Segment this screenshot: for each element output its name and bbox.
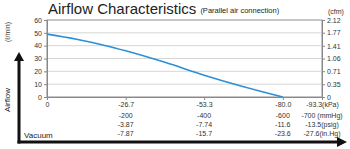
series-line bbox=[47, 34, 283, 97]
tick-label: -80.0 bbox=[275, 101, 291, 108]
tick-label: -53.3 bbox=[197, 101, 213, 108]
arrow-head bbox=[14, 52, 24, 61]
tick-label: -93.3(kPa) bbox=[306, 101, 339, 109]
tick-mark bbox=[283, 97, 284, 100]
tick: 40 bbox=[34, 42, 47, 49]
tick: 0.71 bbox=[322, 68, 341, 75]
tick: 50 bbox=[34, 30, 47, 37]
tick-label: 1.77 bbox=[327, 29, 341, 36]
tick-label: 30 bbox=[34, 55, 42, 62]
tick: -80.0 bbox=[275, 97, 291, 108]
grid-line bbox=[47, 32, 322, 33]
plot-frame bbox=[47, 20, 322, 97]
grid-line bbox=[47, 20, 322, 21]
tick-label: 1.41 bbox=[327, 43, 341, 50]
tick: 10 bbox=[34, 81, 47, 88]
tick: 0 bbox=[38, 94, 47, 101]
tick: 1.41 bbox=[322, 43, 341, 50]
grid bbox=[47, 20, 322, 97]
tick-label: -13.5(psig) bbox=[305, 121, 338, 129]
plot-area bbox=[47, 34, 283, 97]
tick-label: 1.06 bbox=[327, 55, 341, 62]
tick: 30 bbox=[34, 55, 47, 62]
axis-line bbox=[323, 21, 326, 98]
tick-label: 20 bbox=[34, 68, 42, 75]
tick-label: 0 bbox=[327, 94, 331, 101]
tick-label: -400 bbox=[197, 112, 211, 119]
axis-line bbox=[44, 21, 48, 98]
axis-title: Vacuum bbox=[24, 131, 53, 140]
tick-mark bbox=[204, 97, 205, 100]
tick-mark bbox=[126, 97, 127, 100]
axis-line bbox=[48, 98, 323, 101]
y-axis: 0 10 20 30 40 50 60 bbox=[34, 17, 47, 101]
tick-mark bbox=[322, 84, 325, 85]
tick-mark bbox=[322, 97, 323, 100]
tick-label: -600 bbox=[276, 112, 290, 119]
tick-label: 0.71 bbox=[327, 68, 341, 75]
tick-label: -27.6(in.Hg) bbox=[304, 130, 341, 138]
tick-label: 2.12 bbox=[327, 17, 341, 24]
tick-mark bbox=[44, 59, 47, 60]
tick-mark bbox=[322, 33, 325, 34]
axis-arrow bbox=[18, 60, 21, 144]
tick: 20 bbox=[34, 68, 47, 75]
tick-mark bbox=[322, 59, 325, 60]
tick-label: 10 bbox=[34, 81, 42, 88]
tick-label: -23.6 bbox=[275, 130, 291, 137]
tick: 1.77 bbox=[322, 29, 341, 36]
tick: 60 bbox=[34, 17, 47, 24]
axis-title: Airflow bbox=[3, 88, 12, 112]
tick-label: -7.74 bbox=[196, 121, 212, 128]
tick-label: -3.87 bbox=[118, 121, 134, 128]
subtitle: (Parallel air connection) bbox=[200, 6, 279, 15]
grid-line bbox=[47, 84, 322, 85]
grid-line bbox=[47, 58, 322, 59]
tick-label: 0 bbox=[46, 101, 50, 108]
tick-mark bbox=[322, 20, 325, 21]
tick-label: -26.7 bbox=[118, 101, 134, 108]
tick-mark bbox=[44, 71, 47, 72]
axis-unit: (ℓ/min) bbox=[4, 22, 12, 42]
tick-mark bbox=[44, 20, 47, 21]
tick-mark bbox=[44, 46, 47, 47]
tick: 0.35 bbox=[322, 81, 341, 88]
title: Airflow Characteristics bbox=[48, 0, 196, 17]
tick-label: -15.7 bbox=[196, 130, 212, 137]
tick: 0 bbox=[322, 94, 331, 101]
x-unit-rows: -200 -400 -600 -700 (mmHg) -3.87 -7.74 -11.6 -1… bbox=[118, 112, 343, 138]
grid-line bbox=[47, 71, 322, 72]
tick-label: -200 bbox=[119, 112, 133, 119]
tick: 1.06 bbox=[322, 55, 341, 62]
tick-label: 40 bbox=[34, 42, 42, 49]
tick-mark bbox=[44, 84, 47, 85]
axis-unit: (cfm) bbox=[328, 8, 344, 16]
grid-line bbox=[47, 45, 322, 46]
tick-label: 0 bbox=[38, 94, 42, 101]
axis-arrow bbox=[18, 141, 339, 144]
tick: 0 bbox=[46, 97, 50, 108]
arrow-head bbox=[337, 137, 347, 147]
tick-mark bbox=[322, 46, 325, 47]
tick-label: 0.35 bbox=[327, 81, 341, 88]
tick-mark bbox=[44, 33, 47, 34]
tick: 2.12 bbox=[322, 17, 341, 24]
x-axis: 0 -26.7 -53.3 -80.0 -93.3(kPa) bbox=[46, 97, 339, 109]
tick-mark bbox=[322, 71, 325, 72]
tick-label: 60 bbox=[34, 17, 42, 24]
y2-axis: 0 0.35 0.71 1.06 1.41 1.77 2.12 bbox=[322, 17, 341, 101]
tick-mark bbox=[44, 97, 47, 98]
chart: 010203040506000.350.711.061.411.772.120-… bbox=[0, 0, 350, 149]
tick-label: 50 bbox=[34, 30, 42, 37]
tick-label: -11.6 bbox=[275, 121, 291, 128]
tick-label: -700 (mmHg) bbox=[301, 112, 342, 120]
tick: -26.7 bbox=[118, 97, 134, 108]
tick: -93.3(kPa) bbox=[306, 97, 339, 109]
tick-mark bbox=[47, 97, 48, 100]
tick: -53.3 bbox=[197, 97, 213, 108]
tick-label: -7.87 bbox=[118, 130, 134, 137]
